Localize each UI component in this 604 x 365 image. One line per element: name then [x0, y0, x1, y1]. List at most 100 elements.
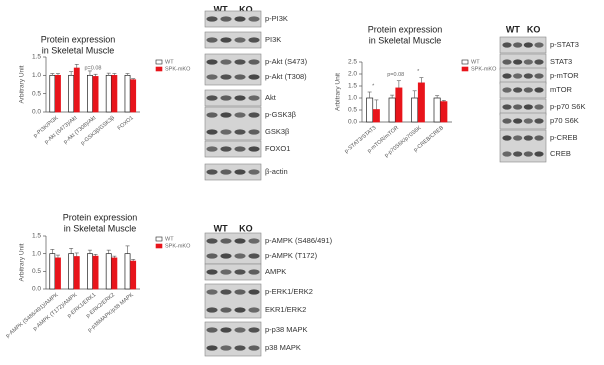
bar: [124, 253, 131, 290]
annotation: *: [372, 83, 375, 89]
blot-band: [220, 146, 232, 152]
error-bar: [419, 77, 424, 83]
y-tick-label: 1.0: [32, 72, 41, 79]
blot-band: [534, 87, 544, 93]
blot-panel: [499, 36, 547, 54]
blot-band: [220, 74, 232, 80]
annotation: p=0.08: [85, 66, 102, 72]
blot-band: [513, 59, 523, 65]
bar: [417, 82, 425, 123]
blot-band: [234, 37, 246, 43]
blot-label: p-ERK1/ERK2: [265, 287, 313, 296]
blot-band: [206, 112, 218, 118]
error-bar: [112, 73, 117, 76]
blot-band: [206, 37, 218, 43]
annotation: *: [417, 69, 420, 75]
chart-title: Protein expression: [368, 24, 443, 34]
blot-band: [502, 59, 512, 65]
blot-band: [534, 42, 544, 48]
blot-band: [206, 238, 218, 244]
blot-band: [513, 135, 523, 141]
bar: [105, 253, 112, 290]
error-bar: [69, 248, 74, 254]
blot-label: p-p70 S6K: [550, 102, 585, 111]
blot-panel: [204, 232, 262, 265]
chart-title: in Skeletal Muscle: [64, 223, 137, 233]
blot-band: [220, 112, 232, 118]
blot-band: [502, 151, 512, 157]
error-bar: [435, 95, 440, 98]
blot-band: [248, 37, 260, 43]
y-axis-label: Arbitrary Unit: [19, 65, 26, 103]
blot-band: [220, 37, 232, 43]
error-bar: [50, 249, 55, 254]
chart-title: in Skeletal Muscle: [42, 45, 115, 55]
blot-band: [248, 16, 260, 22]
legend-label: WT: [165, 59, 174, 65]
blot-label: p-Akt (T308): [265, 72, 307, 81]
bar: [124, 74, 131, 113]
bar: [55, 257, 61, 290]
y-tick-label: 0.5: [32, 268, 41, 275]
blot-band: [248, 345, 260, 351]
blot-label: p38 MAPK: [265, 343, 301, 352]
y-tick-label: 2.0: [348, 71, 357, 78]
blot-band: [523, 73, 533, 79]
blot-band: [234, 327, 246, 333]
error-bar: [390, 94, 395, 98]
bar: [68, 253, 75, 290]
bar: [92, 76, 99, 113]
blot-band: [502, 104, 512, 110]
y-axis-label: Arbitrary Unit: [335, 73, 342, 111]
blot-band: [248, 95, 260, 101]
error-bar: [93, 73, 98, 77]
bar: [87, 253, 93, 290]
blot-band: [206, 269, 218, 275]
blot-band: [502, 73, 512, 79]
error-bar: [412, 90, 417, 98]
legend-label: SPK-mKO: [471, 66, 497, 72]
blot-band: [234, 95, 246, 101]
blot-band: [206, 74, 218, 80]
legend-swatch: [461, 59, 469, 65]
blot-band: [523, 42, 533, 48]
bar: [68, 74, 75, 113]
error-bar: [93, 254, 98, 257]
y-tick-label: 0.0: [348, 119, 357, 126]
blot-band: [234, 345, 246, 351]
lane-header: WT: [506, 24, 520, 34]
blot-label: p-AMPK (T172): [265, 251, 318, 260]
legend-swatch: [155, 59, 163, 65]
blot-band: [523, 135, 533, 141]
lane-header: KO: [239, 223, 253, 233]
error-bar: [74, 252, 79, 257]
blot-panel: [204, 89, 262, 107]
blot-band: [248, 169, 260, 175]
blot-band: [206, 129, 218, 135]
blot-panel: [499, 81, 547, 99]
blot-band: [206, 253, 218, 259]
blot-band: [234, 238, 246, 244]
error-bar: [125, 73, 130, 76]
blot-band: [248, 129, 260, 135]
legend-label: SPK-mKO: [165, 66, 191, 72]
blot-band: [206, 59, 218, 65]
blot-label: p70 S6K: [550, 116, 579, 125]
blot-label: p-AMPK (S486/491): [265, 236, 333, 245]
error-bar: [106, 249, 111, 254]
blot-band: [220, 59, 232, 65]
blot-band: [234, 289, 246, 295]
blot-band: [206, 95, 218, 101]
bar: [411, 97, 419, 123]
blot-label: mTOR: [550, 85, 573, 94]
blot-band: [234, 59, 246, 65]
legend-label: WT: [471, 59, 480, 65]
annotation: p=0.08: [387, 72, 404, 78]
bar: [73, 256, 80, 290]
blot-band: [248, 238, 260, 244]
y-tick-label: 2.5: [348, 59, 357, 66]
y-tick-label: 1.5: [32, 54, 41, 61]
error-bar: [69, 71, 74, 76]
y-tick-label: 1.0: [348, 95, 357, 102]
error-bar: [106, 72, 111, 76]
